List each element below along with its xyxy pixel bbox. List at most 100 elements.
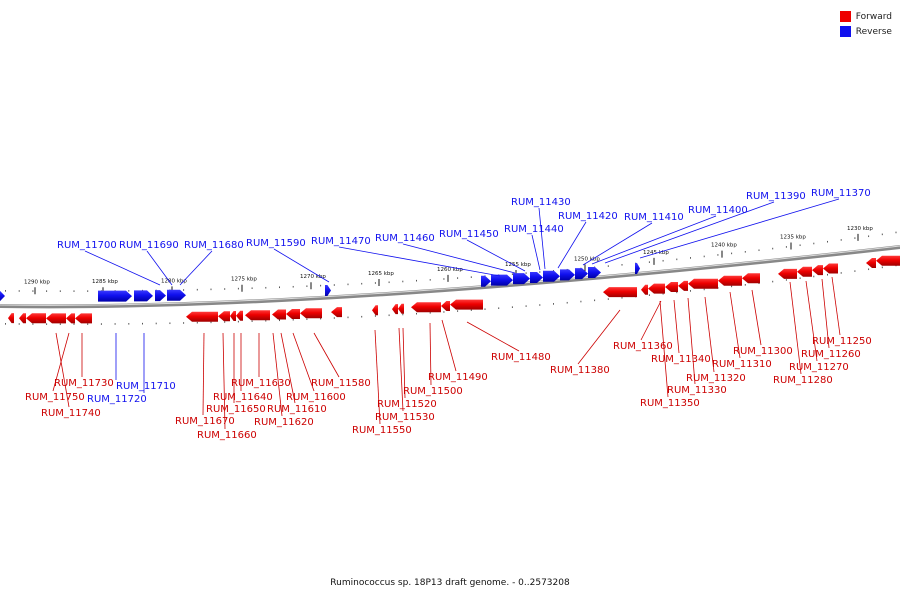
forward-gene-label[interactable]: RUM_11260 xyxy=(801,349,861,360)
reverse-gene-label[interactable]: RUM_11720 xyxy=(87,394,147,405)
reverse-gene-arrow[interactable] xyxy=(167,289,186,301)
forward-gene-arrow[interactable] xyxy=(411,302,441,313)
forward-gene-arrow[interactable] xyxy=(75,313,92,324)
reverse-gene-label[interactable]: RUM_11710 xyxy=(116,381,176,392)
forward-gene-label[interactable]: RUM_11340 xyxy=(651,354,711,365)
reverse-gene-arrow[interactable] xyxy=(543,270,560,282)
reverse-gene-label[interactable]: RUM_11690 xyxy=(119,240,179,251)
forward-gene-label[interactable]: RUM_11360 xyxy=(613,341,673,352)
reverse-gene-arrow[interactable] xyxy=(325,284,331,296)
forward-gene-label[interactable]: RUM_11490 xyxy=(428,372,488,383)
reverse-gene-label[interactable]: RUM_11590 xyxy=(246,238,306,249)
gene-leader-line xyxy=(805,280,818,362)
reverse-gene-label[interactable]: RUM_11700 xyxy=(57,240,117,251)
forward-gene-label[interactable]: RUM_11730 xyxy=(54,378,114,389)
reverse-gene-arrow[interactable] xyxy=(560,269,575,281)
forward-gene-label[interactable]: RUM_11330 xyxy=(667,385,727,396)
forward-gene-label[interactable]: RUM_11650 xyxy=(206,404,266,415)
forward-gene-arrow[interactable] xyxy=(648,283,665,294)
forward-gene-arrow[interactable] xyxy=(812,265,823,276)
reverse-gene-arrow[interactable] xyxy=(513,273,530,285)
reverse-gene-arrow[interactable] xyxy=(98,290,132,302)
forward-gene-arrow[interactable] xyxy=(398,303,404,314)
forward-gene-label[interactable]: RUM_11670 xyxy=(175,416,235,427)
forward-gene-label[interactable]: RUM_11520 xyxy=(377,399,437,410)
reverse-gene-arrow[interactable] xyxy=(491,274,513,286)
forward-gene-label[interactable]: RUM_11280 xyxy=(773,375,833,386)
forward-gene-arrow[interactable] xyxy=(641,284,648,295)
reverse-gene-arrow[interactable] xyxy=(481,275,491,287)
forward-gene-label[interactable]: RUM_11610 xyxy=(267,404,327,415)
forward-gene-label[interactable]: RUM_11600 xyxy=(286,392,346,403)
forward-gene-label[interactable]: RUM_11350 xyxy=(640,398,700,409)
forward-gene-arrow[interactable] xyxy=(823,263,838,274)
reverse-gene-label[interactable]: RUM_11470 xyxy=(311,236,371,247)
reverse-gene-label[interactable]: RUM_11420 xyxy=(558,211,618,222)
forward-gene-arrow[interactable] xyxy=(392,304,398,315)
forward-gene-label[interactable]: RUM_11620 xyxy=(254,417,314,428)
reverse-gene-label[interactable]: RUM_11400 xyxy=(688,205,748,216)
reverse-gene-arrow[interactable] xyxy=(588,266,601,278)
forward-gene-arrow[interactable] xyxy=(678,280,688,291)
forward-gene-arrow[interactable] xyxy=(26,313,46,324)
reverse-gene-label[interactable]: RUM_11430 xyxy=(511,197,571,208)
reverse-gene-arrow[interactable] xyxy=(530,271,543,283)
forward-gene-label[interactable]: RUM_11630 xyxy=(231,378,291,389)
forward-gene-arrow[interactable] xyxy=(19,313,26,324)
reverse-gene-label[interactable]: RUM_11460 xyxy=(375,233,435,244)
forward-gene-arrow[interactable] xyxy=(876,255,900,266)
gene-leader-line xyxy=(538,207,546,270)
reverse-gene-arrow[interactable] xyxy=(635,262,640,274)
forward-gene-arrow[interactable] xyxy=(742,273,760,284)
forward-gene-label[interactable]: RUM_11480 xyxy=(491,352,551,363)
forward-gene-arrow[interactable] xyxy=(245,310,270,321)
reverse-gene-arrow[interactable] xyxy=(155,290,166,302)
forward-gene-label[interactable]: RUM_11550 xyxy=(352,425,412,436)
forward-gene-label[interactable]: RUM_11380 xyxy=(550,365,610,376)
forward-gene-arrow[interactable] xyxy=(236,310,243,321)
reverse-gene-label[interactable]: RUM_11410 xyxy=(624,212,684,223)
forward-gene-label[interactable]: RUM_11270 xyxy=(789,362,849,373)
forward-gene-arrow[interactable] xyxy=(665,282,678,293)
forward-gene-arrow[interactable] xyxy=(866,258,876,269)
reverse-gene-label[interactable]: RUM_11440 xyxy=(504,224,564,235)
forward-gene-arrow[interactable] xyxy=(372,305,378,316)
forward-gene-label[interactable]: RUM_11530 xyxy=(375,412,435,423)
forward-gene-label[interactable]: RUM_11310 xyxy=(712,359,772,370)
forward-gene-label[interactable]: RUM_11640 xyxy=(213,392,273,403)
forward-gene-arrow[interactable] xyxy=(450,299,483,310)
forward-gene-arrow[interactable] xyxy=(46,313,66,324)
forward-gene-arrow[interactable] xyxy=(797,266,812,277)
forward-gene-arrow[interactable] xyxy=(688,278,718,289)
forward-gene-label[interactable]: RUM_11750 xyxy=(25,392,85,403)
forward-gene-arrow[interactable] xyxy=(331,307,342,318)
forward-gene-arrow[interactable] xyxy=(603,287,637,298)
forward-gene-arrow[interactable] xyxy=(778,268,797,279)
reverse-gene-label[interactable]: RUM_11370 xyxy=(811,188,871,199)
forward-gene-label[interactable]: RUM_11300 xyxy=(733,346,793,357)
reverse-gene-label[interactable]: RUM_11390 xyxy=(746,191,806,202)
forward-gene-label[interactable]: RUM_11500 xyxy=(403,386,463,397)
forward-gene-label[interactable]: RUM_11250 xyxy=(812,336,872,347)
forward-gene-arrow[interactable] xyxy=(300,308,322,319)
forward-gene-arrow[interactable] xyxy=(230,310,236,321)
reverse-gene-arrow[interactable] xyxy=(575,268,588,280)
forward-gene-label[interactable]: RUM_11320 xyxy=(686,373,746,384)
forward-gene-arrow[interactable] xyxy=(186,311,218,322)
forward-gene-arrow[interactable] xyxy=(8,313,14,324)
forward-gene-label[interactable]: RUM_11580 xyxy=(311,378,371,389)
reverse-gene-label[interactable]: RUM_11450 xyxy=(439,229,499,240)
forward-gene-arrow[interactable] xyxy=(441,301,450,312)
forward-gene-arrow[interactable] xyxy=(272,309,286,320)
forward-gene-label[interactable]: RUM_11740 xyxy=(41,408,101,419)
forward-gene-arrow[interactable] xyxy=(286,308,300,319)
forward-gene-arrow[interactable] xyxy=(66,313,75,324)
forward-gene-label[interactable]: RUM_11660 xyxy=(197,430,257,441)
reverse-gene-arrow[interactable] xyxy=(134,290,153,302)
reverse-gene-arrow[interactable] xyxy=(0,290,5,302)
scale-tick-label: 1250 kbp xyxy=(574,256,600,262)
gene-leader-line xyxy=(604,201,775,264)
reverse-gene-label[interactable]: RUM_11680 xyxy=(184,240,244,251)
forward-gene-arrow[interactable] xyxy=(218,311,230,322)
forward-gene-arrow[interactable] xyxy=(718,275,742,286)
